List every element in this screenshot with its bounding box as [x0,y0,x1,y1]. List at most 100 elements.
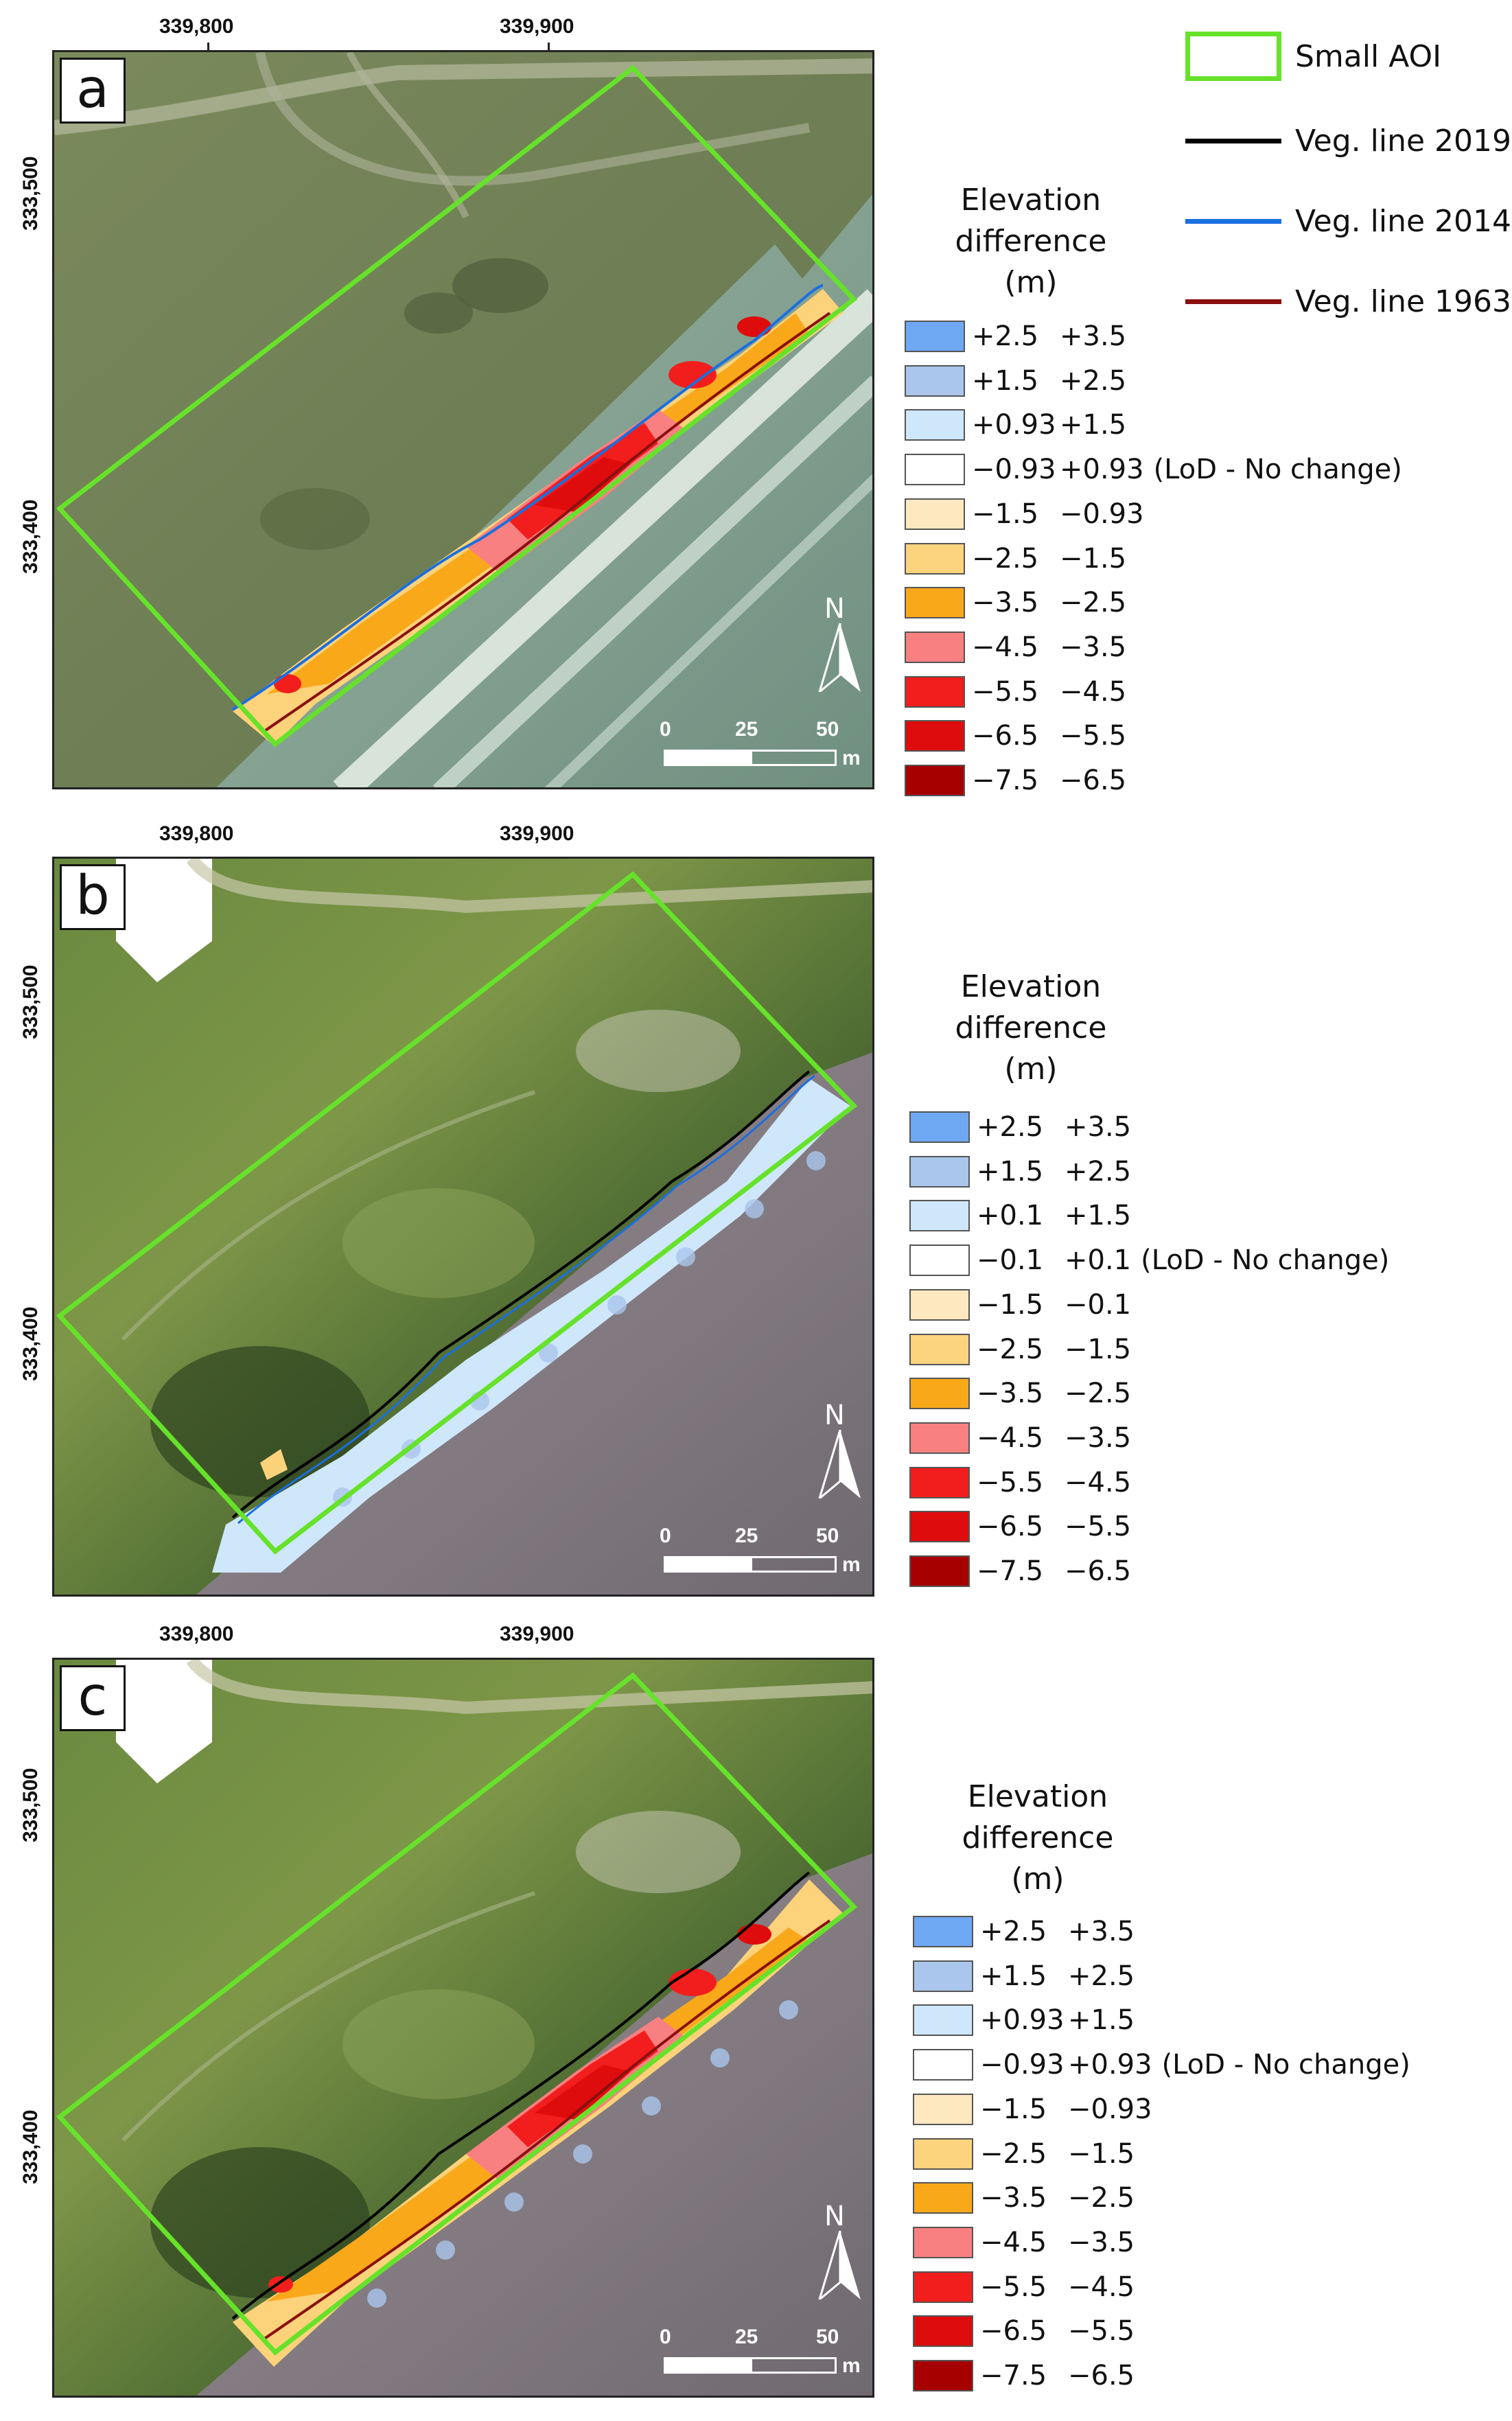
y-tick-333400-b: 333,400 [19,1306,42,1381]
legend-swatch [909,1511,970,1542]
veg-line-1963-swatch [1185,299,1281,304]
legend-swatch [905,498,965,530]
x-tick-339900: 339,900 [500,15,574,38]
legend-swatch [913,2360,973,2391]
legend-swatch [905,409,965,441]
legend-upper-bound: −0.93 [1068,2094,1152,2125]
legend-lower-bound: −1.5 [977,1289,1044,1321]
legend-upper-bound: −4.5 [1060,676,1127,708]
legend-note: (LoD - No change) [1153,454,1402,485]
legend-upper-bound: +1.5 [1060,409,1127,441]
legend-lower-bound: −5.5 [980,2271,1047,2303]
legend-a-title-line-2: difference [955,224,1107,259]
legend-lower-bound: +1.5 [980,1960,1047,1992]
legend-upper-bound: +1.5 [1065,1200,1132,1231]
legend-upper-bound: +2.5 [1065,1156,1132,1188]
legend-upper-bound: −2.5 [1068,2182,1135,2214]
legend-lower-bound: −4.5 [977,1422,1044,1454]
legend-swatch [909,1334,970,1365]
legend-row: −4.5 −3.5 [909,1420,1131,1456]
legend-swatch [913,2315,973,2347]
legend-lower-bound: −7.5 [972,765,1039,796]
y-tick-333400-c: 333,400 [19,2109,42,2184]
legend-lower-bound: −0.93 [972,454,1056,485]
legend-row: +0.1 +1.5 [909,1198,1131,1233]
legend-swatch [913,2227,973,2258]
y-tick-333500: 333,500 [19,156,42,231]
legend-swatch [905,676,965,708]
legend-row: +1.5 +2.5 [905,363,1126,399]
legend-lower-bound: −0.1 [977,1244,1044,1276]
legend-row: +1.5 +2.5 [913,1958,1135,1994]
legend-a-title-line-1: Elevation [960,183,1102,218]
scalebar-c-outline [750,2357,837,2374]
legend-row: −1.5 −0.1 [909,1287,1131,1323]
map-panel-a: a N 0 25 50 m [52,50,874,789]
legend-lower-bound: +2.5 [980,1916,1047,1947]
legend-upper-bound: −1.5 [1068,2138,1135,2170]
north-arrow-b-label: N [824,1400,845,1431]
map-b-canvas [54,859,872,1595]
legend-row: −6.5 −5.5 [905,718,1126,754]
key-veg-line-1963: Veg. line 1963 [1185,284,1511,319]
legend-row: −4.5 −3.5 [905,629,1126,665]
scalebar-c-0: 0 [660,2326,671,2348]
panel-c-label: c [60,1665,126,1731]
legend-swatch [905,587,965,618]
legend-row: −0.93 +0.93 (LoD - No change) [913,2047,1410,2083]
legend-row: −0.1 +0.1 (LoD - No change) [909,1242,1389,1278]
legend-lower-bound: −4.5 [972,632,1039,663]
north-arrow-c-icon [818,2231,861,2300]
scalebar-a-outline [750,750,837,766]
legend-upper-bound: +1.5 [1068,2004,1135,2036]
legend-lower-bound: −7.5 [977,1555,1044,1587]
legend-upper-bound: +0.1 [1065,1244,1132,1276]
legend-row: −6.5 −5.5 [913,2313,1135,2349]
x-tick-339900-c: 339,900 [500,1623,574,1645]
legend-row: −3.5 −2.5 [913,2180,1135,2216]
north-arrow-a-icon [818,623,861,692]
legend-b-title-line-1: Elevation [960,969,1102,1004]
legend-upper-bound: −0.93 [1060,498,1144,530]
legend-row: −3.5 −2.5 [905,585,1126,621]
legend-lower-bound: +2.5 [972,321,1039,352]
x-tick-339800: 339,800 [159,15,234,38]
legend-swatch [905,454,965,485]
scalebar-b-fill [664,1556,750,1573]
legend-row: −5.5 −4.5 [913,2269,1135,2305]
legend-c-title-line-3: (m) [1011,1862,1065,1897]
north-arrow-a-label: N [824,593,845,625]
legend-b-title: Elevation difference (m) [928,966,1134,1090]
legend-lower-bound: −2.5 [972,543,1039,575]
legend-swatch [909,1422,970,1454]
legend-swatch [913,1916,973,1947]
scalebar-b-25: 25 [735,1525,758,1547]
legend-row: −6.5 −5.5 [909,1509,1131,1544]
scalebar-b-50: 50 [816,1525,839,1547]
legend-row: +2.5 +3.5 [909,1109,1131,1145]
legend-upper-bound: +2.5 [1060,365,1127,397]
legend-swatch [905,365,965,397]
legend-lower-bound: −6.5 [980,2315,1047,2347]
legend-a-title: Elevation difference (m) [928,180,1134,303]
legend-row: +2.5 +3.5 [905,318,1126,354]
legend-upper-bound: +3.5 [1060,321,1127,352]
legend-c-title-line-2: difference [962,1820,1114,1855]
legend-upper-bound: −1.5 [1065,1334,1132,1365]
legend-lower-bound: −2.5 [977,1334,1044,1365]
map-panel-b: b N 0 25 50 m [52,857,874,1597]
legend-swatch [905,632,965,663]
legend-c-title-line-1: Elevation [967,1779,1108,1814]
panel-a-label: a [60,58,126,124]
scalebar-c-fill [664,2357,750,2374]
legend-swatch [913,2094,973,2125]
legend-upper-bound: +2.5 [1068,1960,1135,1992]
legend-swatch [909,1111,970,1143]
key-veg-line-2019: Veg. line 2019 [1185,124,1511,159]
key-veg-line-2014: Veg. line 2014 [1185,204,1511,239]
legend-b-title-line-3: (m) [1004,1052,1058,1087]
legend-lower-bound: +1.5 [972,365,1039,397]
legend-lower-bound: −0.93 [980,2049,1065,2081]
legend-lower-bound: −6.5 [972,720,1039,752]
legend-upper-bound: −4.5 [1068,2271,1135,2303]
